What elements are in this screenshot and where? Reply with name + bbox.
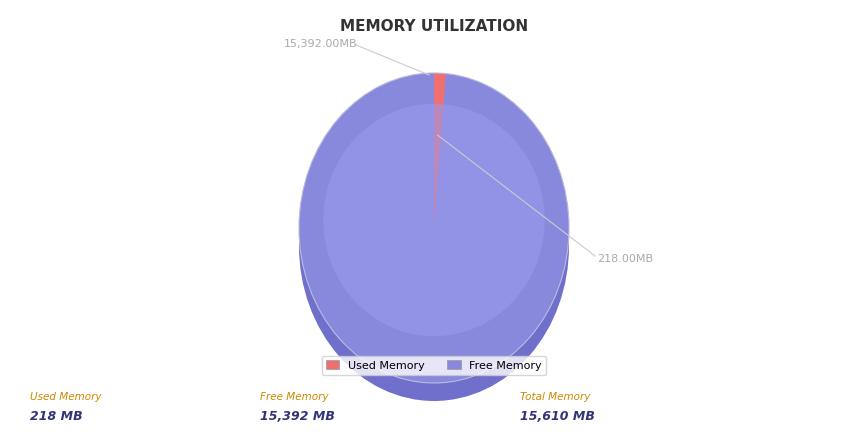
Ellipse shape bbox=[323, 105, 545, 336]
Polygon shape bbox=[434, 74, 446, 229]
Ellipse shape bbox=[299, 74, 569, 383]
Text: Used Memory: Used Memory bbox=[30, 391, 102, 401]
Text: 15,392.00MB: 15,392.00MB bbox=[284, 39, 358, 49]
Polygon shape bbox=[299, 74, 569, 383]
Text: 15,392 MB: 15,392 MB bbox=[260, 410, 335, 423]
Text: Total Memory: Total Memory bbox=[520, 391, 590, 401]
Text: 15,610 MB: 15,610 MB bbox=[520, 410, 595, 423]
Legend: Used Memory, Free Memory: Used Memory, Free Memory bbox=[321, 356, 547, 375]
Text: Free Memory: Free Memory bbox=[260, 391, 328, 401]
Text: 218 MB: 218 MB bbox=[30, 410, 82, 423]
Ellipse shape bbox=[299, 92, 569, 401]
Text: MEMORY UTILIZATION: MEMORY UTILIZATION bbox=[340, 19, 528, 34]
Text: 218.00MB: 218.00MB bbox=[597, 254, 653, 263]
